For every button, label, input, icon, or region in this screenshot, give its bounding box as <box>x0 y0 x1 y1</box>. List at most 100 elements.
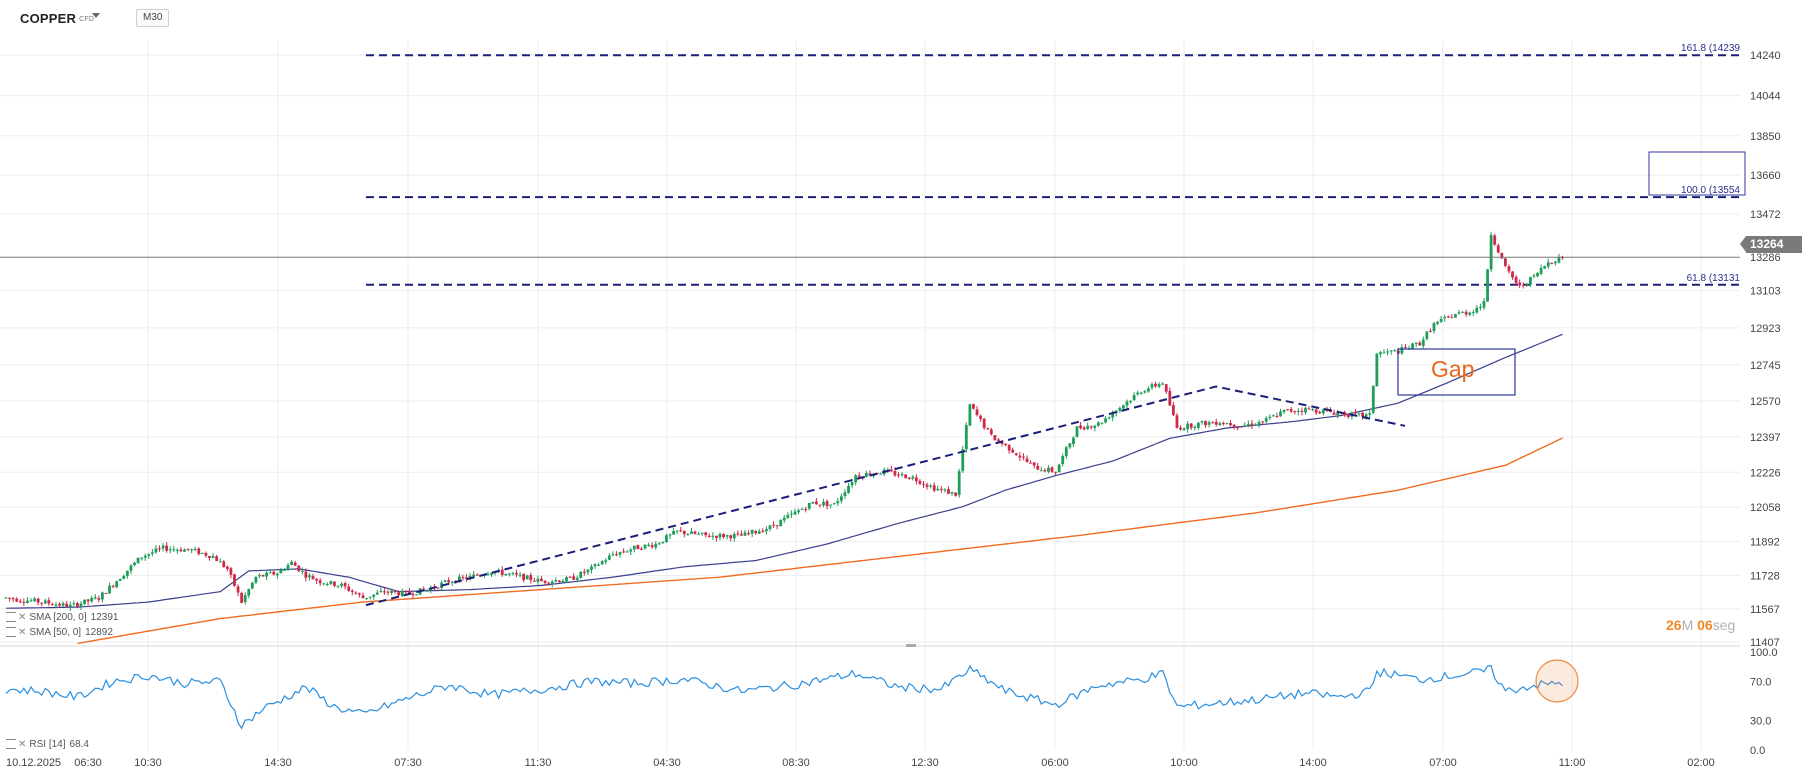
candle-body <box>740 534 743 536</box>
candle <box>243 592 247 605</box>
candle-body <box>1546 262 1550 267</box>
candle-body <box>43 600 47 604</box>
candle-body <box>361 595 365 599</box>
candle-body <box>350 590 354 593</box>
rsi-panel <box>5 659 1579 730</box>
price-tick-label: 12570 <box>1750 396 1781 408</box>
candle-body <box>1311 409 1315 411</box>
candle-body <box>265 572 269 577</box>
legend-sma200: ✕ SMA [200, 0] 12391 <box>6 612 118 623</box>
candle-body <box>461 576 465 578</box>
candle <box>1246 420 1250 428</box>
candle-body <box>308 575 311 578</box>
candle-body <box>761 530 765 532</box>
candle <box>757 528 761 534</box>
candle-body <box>254 576 258 583</box>
rsi-path <box>5 664 1563 730</box>
candle <box>1536 271 1539 278</box>
candle-body <box>1107 417 1111 419</box>
candle <box>1532 273 1536 279</box>
candle <box>911 474 915 481</box>
candle-body <box>1243 425 1247 427</box>
candle-body <box>300 571 304 573</box>
candle-body <box>879 473 883 475</box>
candle-body <box>125 570 129 576</box>
candle-body <box>1346 414 1350 418</box>
candle-body <box>904 474 908 479</box>
candle <box>222 560 226 568</box>
candle <box>586 569 590 576</box>
close-icon[interactable]: ✕ <box>18 739 27 750</box>
candle-body <box>939 488 943 490</box>
candle-body <box>729 535 733 539</box>
price-tick-label: 14044 <box>1750 91 1781 103</box>
candle-body <box>1186 423 1190 430</box>
candle-body <box>86 599 90 602</box>
timeframe-button[interactable]: M30 <box>136 9 170 27</box>
annotations <box>0 256 1740 396</box>
price-tick-label: 11728 <box>1750 570 1780 582</box>
candle <box>272 570 276 576</box>
candle-body <box>1018 455 1022 458</box>
candle-body <box>368 596 372 598</box>
candle-body <box>161 545 165 549</box>
candle <box>33 596 36 602</box>
drag-handle-icon[interactable] <box>6 627 16 638</box>
candle <box>465 574 468 582</box>
candle <box>618 551 622 558</box>
candle-body <box>197 548 201 555</box>
candle <box>611 551 615 557</box>
close-icon[interactable]: ✕ <box>18 627 27 638</box>
candle-body <box>1282 409 1286 413</box>
candle-body <box>693 531 697 534</box>
candle-body <box>675 530 679 532</box>
candle-body <box>607 555 611 560</box>
candle-body <box>629 549 633 552</box>
candle-body <box>604 560 608 562</box>
candle <box>636 544 640 550</box>
candle <box>218 558 222 563</box>
price-tick-label: 11407 <box>1750 637 1780 649</box>
price-tick-label: 12058 <box>1750 502 1781 514</box>
candle <box>93 593 97 600</box>
candle-body <box>358 593 361 595</box>
candle-body <box>572 576 576 580</box>
drag-handle-icon[interactable] <box>6 739 16 750</box>
close-icon[interactable]: ✕ <box>18 612 27 623</box>
candle <box>707 533 711 538</box>
candle-body <box>957 471 961 495</box>
candle <box>111 584 115 589</box>
candle <box>907 477 911 480</box>
candle-body <box>200 552 204 554</box>
candle-body <box>140 557 144 559</box>
candle <box>1425 330 1429 341</box>
candle-body <box>404 591 408 593</box>
candle-body <box>40 602 44 604</box>
symbol-selector[interactable]: COPPER CFD <box>20 11 94 26</box>
drag-handle-icon[interactable] <box>6 612 16 623</box>
time-tick-label: 11:00 <box>1559 757 1586 769</box>
candle-body <box>732 533 736 539</box>
candle-body <box>1489 234 1493 270</box>
fib-level-label: 61.8 (13131 <box>1687 273 1741 284</box>
candle <box>1072 436 1075 448</box>
candle <box>679 526 683 533</box>
candle <box>308 573 311 581</box>
candle-body <box>33 598 36 602</box>
chevron-down-icon[interactable] <box>92 13 100 18</box>
candle-body <box>1393 350 1397 352</box>
candle-body <box>1332 412 1336 415</box>
candle <box>183 548 186 552</box>
candle-body <box>790 513 793 515</box>
candle <box>989 427 993 436</box>
candle-body <box>1411 343 1414 349</box>
candle <box>1296 408 1300 416</box>
candle-body <box>1379 352 1382 355</box>
candle-body <box>290 561 293 565</box>
candle-body <box>72 603 76 605</box>
candle <box>122 574 126 580</box>
candle-body <box>822 501 825 506</box>
candle-body <box>1122 405 1125 409</box>
candle-body <box>1182 428 1186 431</box>
